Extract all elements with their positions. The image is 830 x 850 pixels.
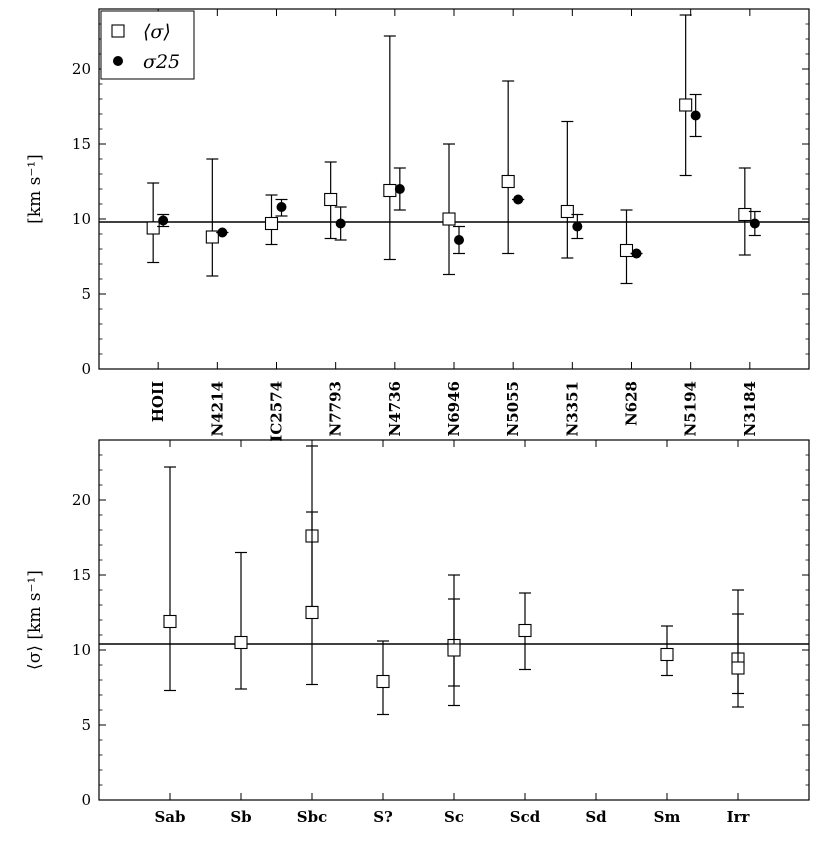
sigma-mean-point [738, 207, 752, 222]
x-tick-label: IC2574 [268, 381, 286, 442]
sigma25-point [749, 218, 760, 229]
sigma25-point [276, 202, 287, 212]
y-axis-title: ⟨σ⟩ [km s⁻¹] [25, 570, 45, 670]
sigma-mean-errorbar [679, 14, 692, 177]
sigma25-point [335, 218, 346, 229]
type-point [660, 647, 674, 662]
sigma25-point [513, 194, 524, 205]
type-point [518, 623, 532, 638]
legend-marker-square [111, 24, 125, 38]
x-tick-label: N3184 [741, 381, 759, 436]
sigma25-point [631, 248, 642, 259]
y-tick-label: 15 [72, 135, 91, 153]
x-tick-label: Sm [654, 808, 681, 826]
sigma-mean-point [146, 221, 160, 235]
x-tick-label: HOII [149, 381, 167, 422]
type-point [234, 635, 248, 650]
sigma25-point [394, 184, 405, 194]
sigma-mean-point [560, 204, 574, 219]
legend-box [100, 10, 195, 80]
type-errorbar [306, 511, 318, 686]
sigma-mean-point [205, 230, 219, 244]
x-tick-label: Sc [444, 808, 464, 826]
chart-panel-1: 0 5 10 15 20 HOII N4214 IC2574 N7793 N4736 N6946 N5… [25, 8, 810, 442]
y-tick-label: 10 [72, 210, 91, 228]
x-tick-label: Sbc [297, 808, 327, 826]
sigma-mean-point [679, 98, 693, 112]
type-errorbar [448, 574, 460, 707]
y-tick-label: 20 [72, 60, 91, 78]
sigma-mean-errorbar [561, 120, 574, 259]
x-tick-label: N4736 [386, 381, 404, 436]
y-axis-title: [km s⁻¹] [25, 154, 45, 224]
x-tick-label: N5194 [682, 381, 700, 436]
chart-panel-2: 0 5 10 15 20 Sab Sb Sbc S? Sc Scd Sd Sm Irr ⟨σ⟩ [km s⁻… [25, 439, 810, 826]
x-tick-label: N4214 [208, 381, 226, 436]
type-point [305, 605, 319, 620]
legend: ⟨σ⟩ σ25 [100, 10, 195, 80]
sigma-mean-errorbar [443, 143, 455, 276]
type-point [163, 614, 177, 629]
type-errorbar [164, 466, 176, 692]
x-tick-label: Sb [230, 808, 251, 826]
sigma25-point [690, 110, 701, 121]
type-point [376, 674, 390, 689]
sigma-mean-point [324, 192, 338, 207]
sigma-mean-point [619, 243, 634, 258]
sigma25-point [572, 221, 583, 232]
legend-label: ⟨σ⟩ [143, 21, 171, 43]
x-tick-label: N5055 [504, 381, 522, 436]
sigma-mean-errorbar [502, 80, 515, 255]
sigma-mean-errorbar [383, 35, 396, 261]
x-tick-label: N3351 [563, 381, 581, 436]
x-tick-label: Sd [585, 808, 607, 826]
x-tick-label: S? [373, 808, 393, 826]
y-tick-label: 0 [81, 791, 91, 809]
sigma-mean-point [264, 216, 279, 231]
y-tick-label: 5 [81, 716, 91, 734]
type-errorbar [732, 589, 744, 708]
y-tick-label: 5 [81, 285, 91, 303]
y-tick-label: 20 [72, 491, 91, 509]
sigma-mean-point [501, 174, 515, 189]
x-tick-label: N6946 [445, 381, 463, 436]
legend-marker-circle [113, 56, 123, 66]
type-errorbar [235, 551, 247, 690]
sigma-mean-point [383, 183, 397, 198]
x-tick-label: Sab [154, 808, 185, 826]
sigma25-point [158, 215, 169, 226]
x-tick-label: N628 [623, 381, 641, 426]
legend-label: σ25 [143, 51, 180, 73]
x-tick-label: N7793 [327, 381, 345, 436]
y-tick-label: 10 [72, 641, 91, 659]
plot-frame [98, 8, 810, 370]
sigma-mean-errorbar [206, 158, 219, 277]
type-point [731, 661, 745, 675]
x-tick-label: Scd [510, 808, 541, 826]
x-tick-label: Irr [727, 808, 751, 826]
sigma25-point [217, 227, 228, 238]
y-tick-label: 15 [72, 566, 91, 584]
y-tick-label: 0 [81, 360, 91, 378]
type-point [447, 643, 461, 657]
sigma-mean-point [442, 212, 456, 226]
sigma25-point [454, 235, 464, 245]
